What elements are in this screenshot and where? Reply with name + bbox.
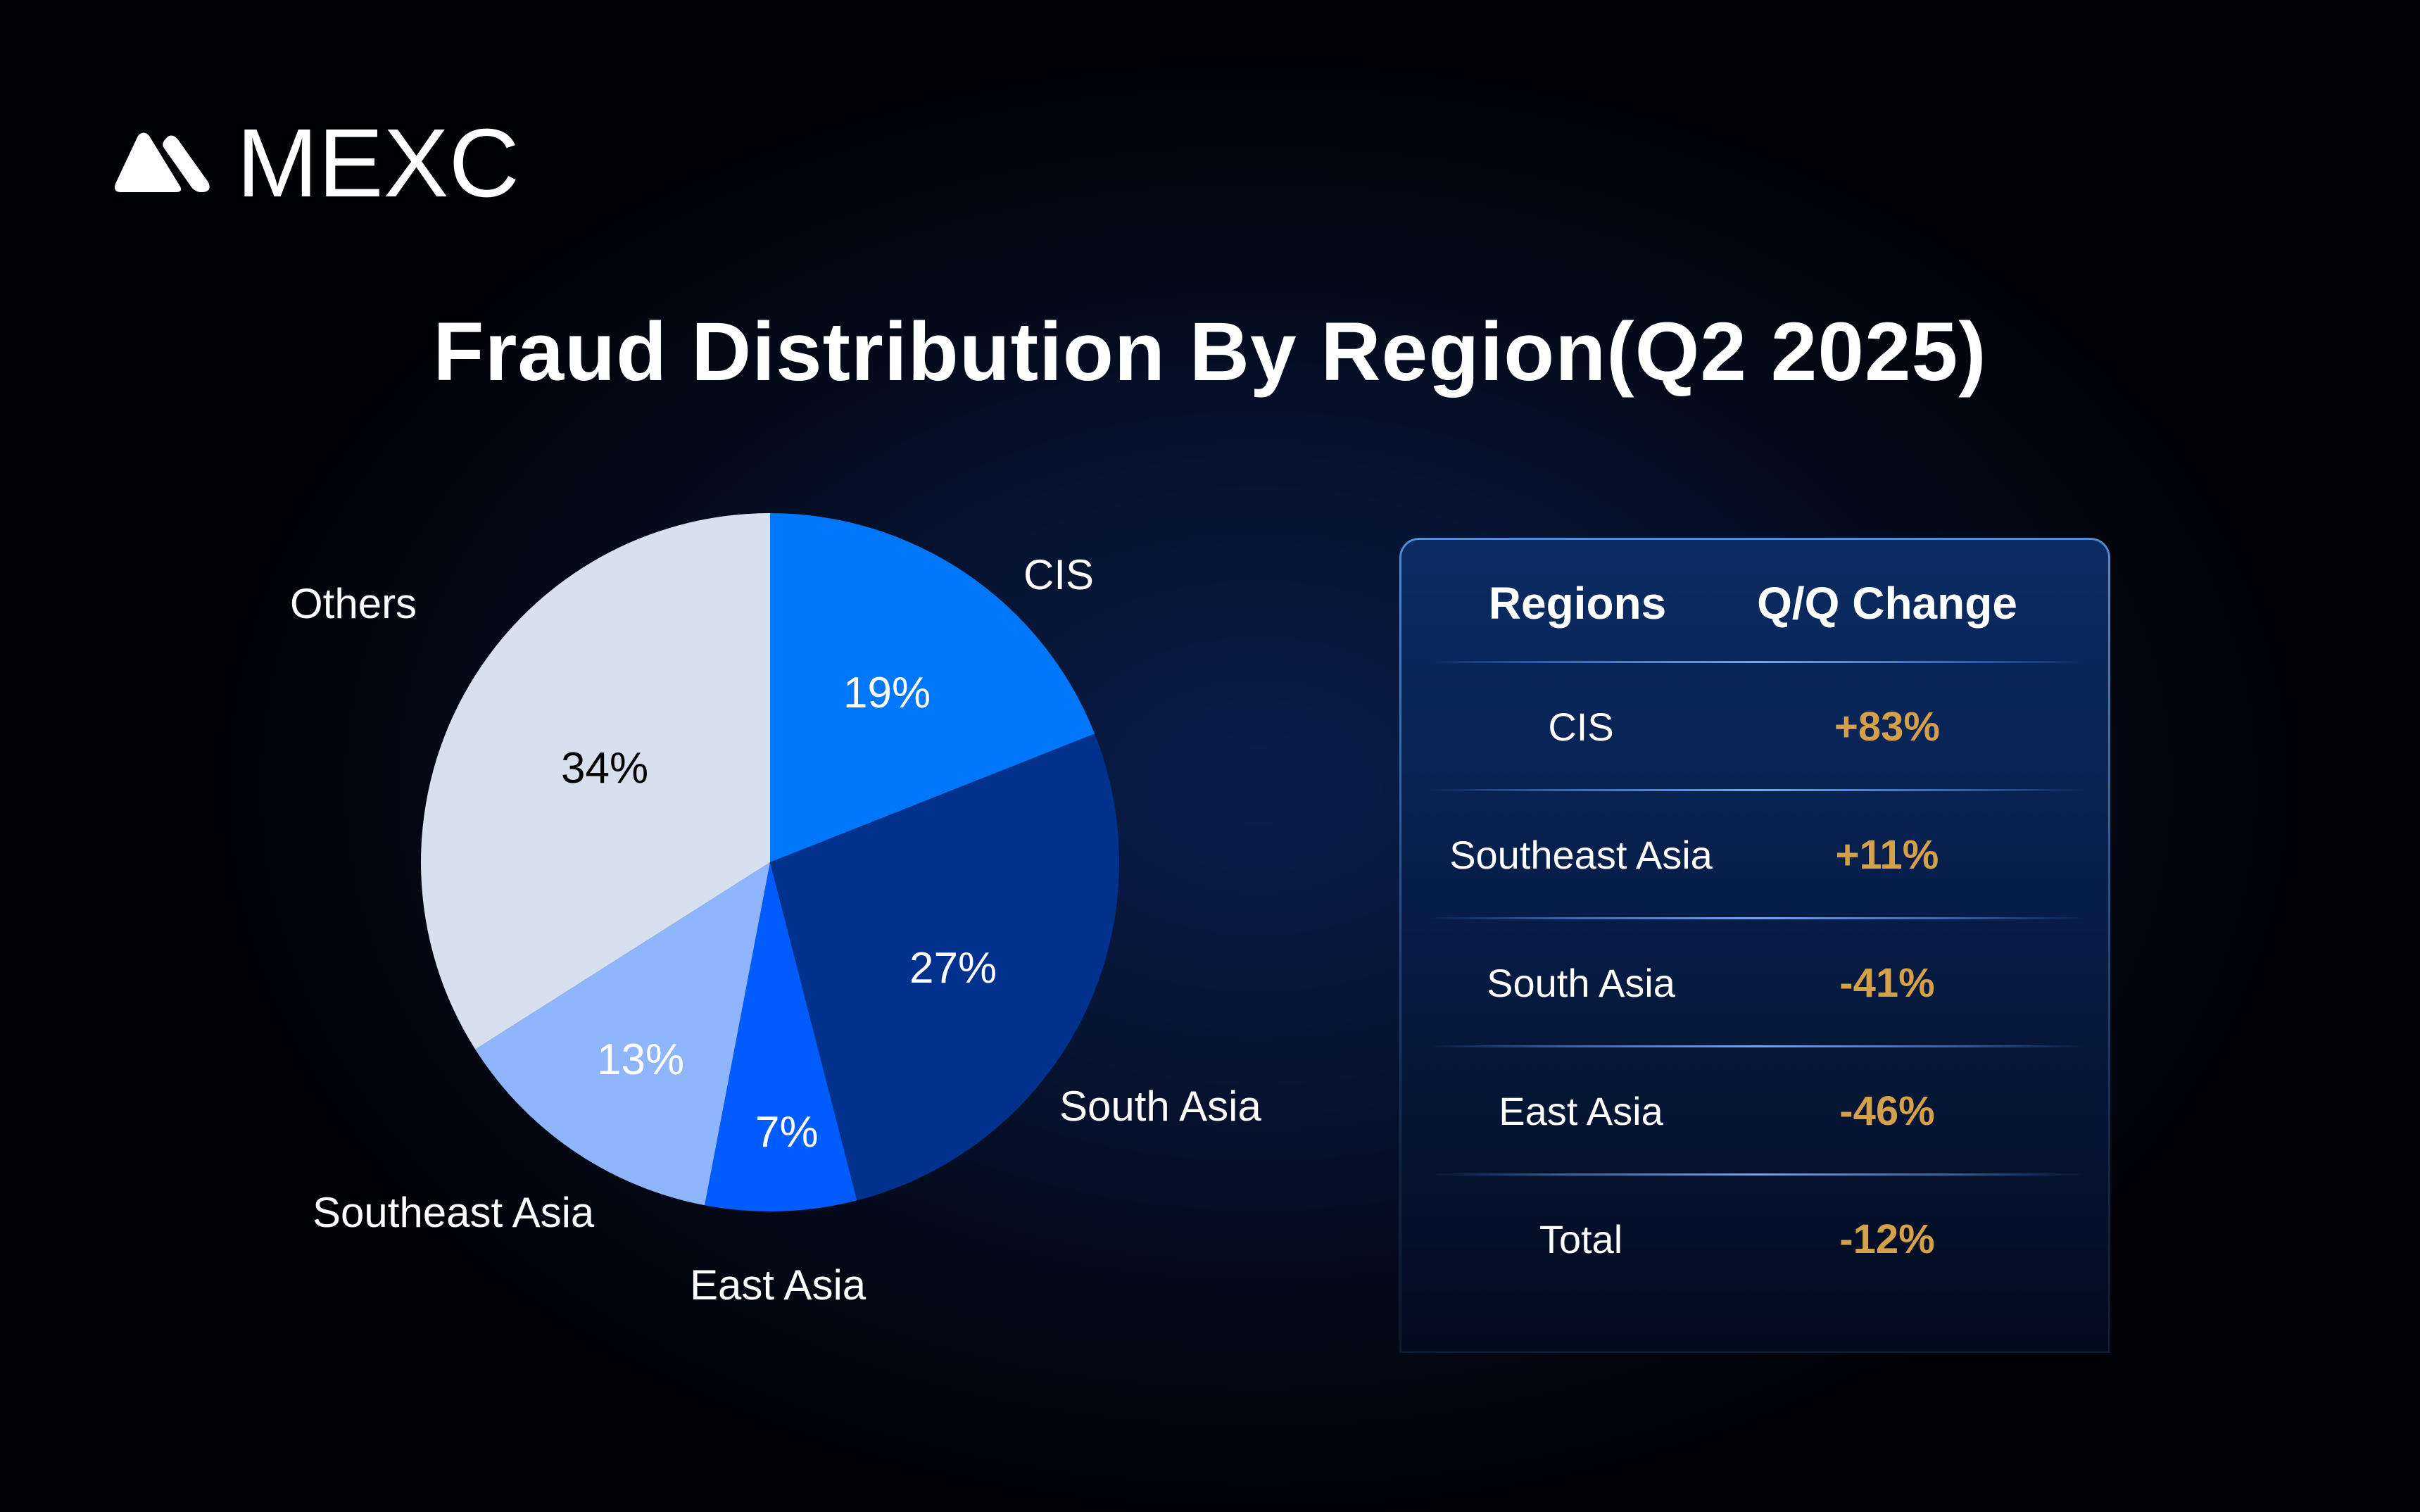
chart-title: Fraud Distribution By Region(Q2 2025) [433, 305, 1987, 398]
row-change: -12% [1839, 1216, 1935, 1262]
table-row-total: Total -12% [1401, 1176, 2108, 1304]
table-row: South Asia -41% [1401, 919, 2108, 1047]
table-row: CIS +83% [1401, 663, 2108, 791]
divider [1430, 661, 2084, 663]
divider [1430, 917, 2084, 919]
table-header: Regions Q/Q Change [1401, 540, 2108, 661]
pct-cis: 19% [843, 669, 931, 717]
pct-others: 34% [561, 744, 648, 793]
mexc-wordmark: MEXC [237, 126, 519, 199]
row-region: East Asia [1499, 1089, 1663, 1133]
label-south-asia: South Asia [1059, 1083, 1262, 1130]
pie-slice-south-asia [770, 733, 1119, 1201]
label-east-asia: East Asia [690, 1261, 866, 1309]
pct-east-asia: 7% [755, 1108, 819, 1157]
row-region: Southeast Asia [1449, 833, 1713, 877]
header-regions: Regions [1488, 578, 1667, 629]
row-change: +83% [1834, 704, 1940, 750]
row-region: Total [1539, 1217, 1623, 1261]
table-row: Southeast Asia +11% [1401, 791, 2108, 919]
row-region: South Asia [1487, 961, 1675, 1005]
pie-slices [421, 513, 1119, 1211]
pie-slice-cis [770, 513, 1095, 862]
row-change: +11% [1835, 832, 1939, 878]
divider [1430, 1173, 2084, 1176]
pie-slice-east-asia [705, 862, 857, 1211]
row-region: CIS [1548, 705, 1614, 749]
table-row: East Asia -46% [1401, 1047, 2108, 1176]
mexc-logo: MEXC [113, 123, 522, 202]
pie-slice-southeast-asia [475, 862, 770, 1206]
label-southeast-asia: Southeast Asia [313, 1189, 595, 1236]
divider [1430, 1045, 2084, 1047]
row-change: -46% [1839, 1088, 1935, 1134]
pct-south-asia: 27% [909, 944, 997, 993]
row-change: -41% [1839, 960, 1935, 1006]
divider [1430, 789, 2084, 791]
pie-slice-others [421, 513, 770, 1050]
label-cis: CIS [1023, 551, 1094, 598]
mexc-mountain-logo-icon [115, 132, 210, 192]
qq-change-table: Regions Q/Q Change CIS +83% Southeast As… [1399, 538, 2110, 1353]
pct-southeast-asia: 13% [597, 1035, 684, 1084]
brand-name: MEXC [237, 126, 519, 199]
header-qq-change: Q/Q Change [1757, 578, 2017, 629]
label-others: Others [290, 580, 417, 627]
